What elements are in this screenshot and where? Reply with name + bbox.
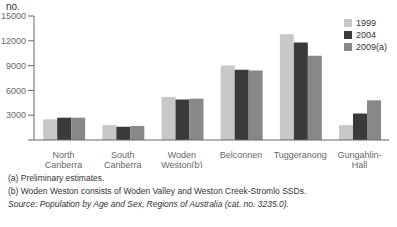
svg-text:Belconnen: Belconnen [220,150,263,160]
html-text:2004: 2004 [356,30,376,40]
html-text:2009(a): 2009(a) [356,42,387,52]
html-text:(a) Preliminary estimates.: (a) Preliminary estimates. [8,173,105,183]
html-text:Source: Population by Age and: Source: Population by Age and Sex, Regio… [8,199,289,209]
svg-text:3000: 3000 [8,110,26,120]
svg-text:9000: 9000 [8,61,26,71]
svg-text:Gungahlin-Hall: Gungahlin-Hall [337,150,381,168]
svg-text:6000: 6000 [8,86,26,96]
svg-text:15000: 15000 [8,11,26,21]
html-text:no.: no. [6,1,20,12]
svg-text:WodenWeston(b): WodenWeston(b) [161,150,202,168]
svg-text:Tuggeranong: Tuggeranong [274,150,327,160]
svg-text:NorthCanberra: NorthCanberra [45,150,83,168]
svg-text:SouthCanberra: SouthCanberra [104,150,142,168]
html-text:1999: 1999 [356,18,376,28]
html-text:(b) Woden Weston consists of W: (b) Woden Weston consists of Woden Valle… [8,186,307,196]
svg-text:12000: 12000 [8,36,26,46]
